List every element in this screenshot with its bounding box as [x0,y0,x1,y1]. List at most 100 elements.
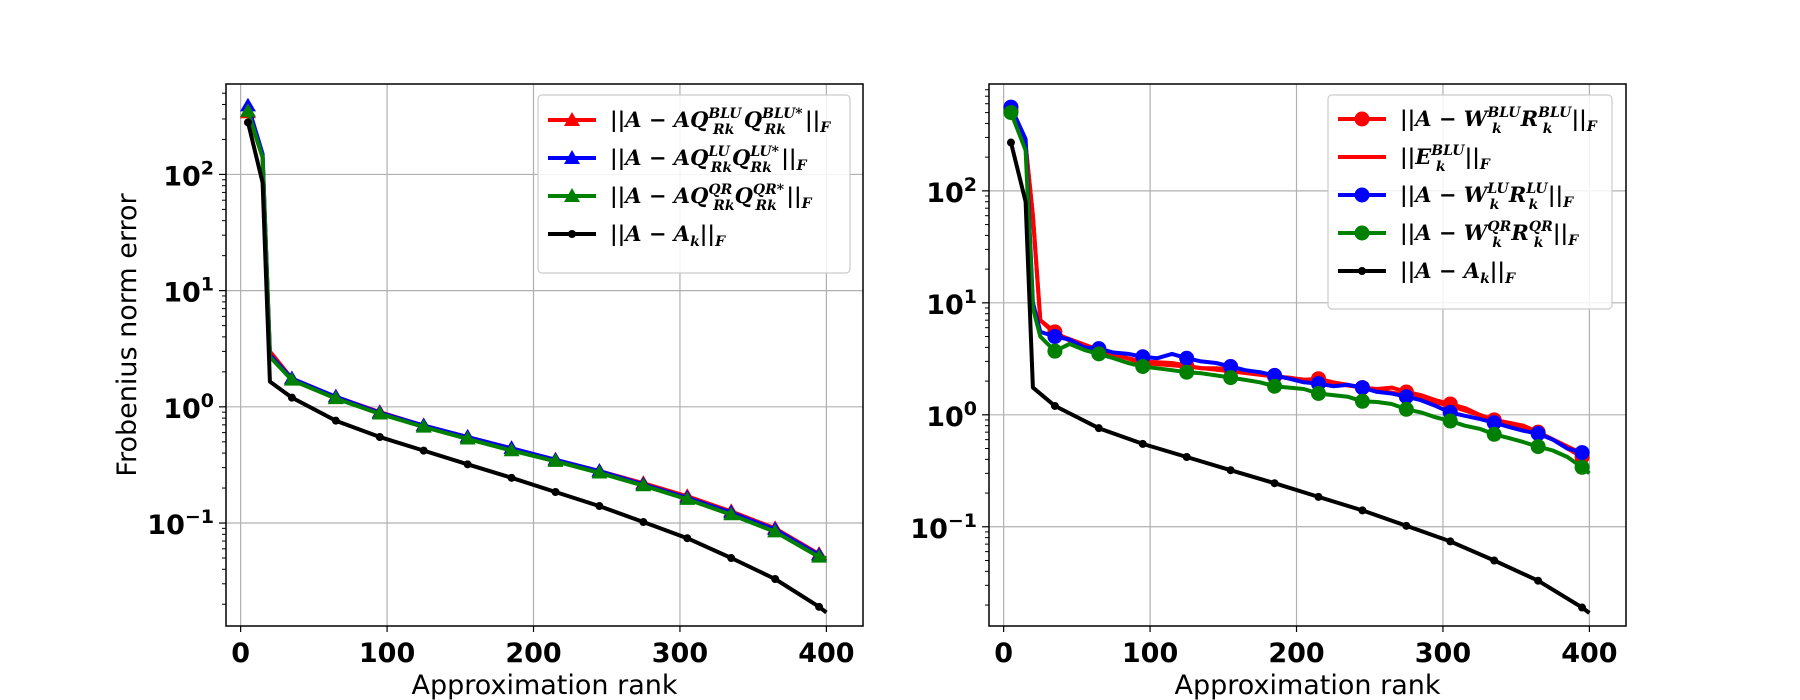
data-point [327,390,344,405]
data-point [1179,350,1195,366]
data-point [1182,452,1191,461]
y-tick-label: 100 [163,390,214,425]
legend-marker [564,150,580,164]
legend: ||A − AQBLU Rk QBLU* Rk ||F ||A − AQLU RkQLU* R… [537,94,851,274]
legend-item: ||A − AQQR RkQQR* Rk ||F [548,182,813,214]
x-tick-label: 400 [1561,638,1617,669]
legend-label: ||A − AQLU RkQLU* Rk ||F [610,144,808,176]
data-point [1135,359,1151,375]
data-point [503,442,520,457]
x-tick-label: 300 [652,638,708,669]
data-point [1354,380,1370,396]
data-point [1530,439,1546,455]
data-point [419,446,428,455]
data-point [459,430,476,445]
y-tick-label: 100 [926,398,977,433]
data-point [1442,413,1458,429]
data-point [331,416,340,425]
x-tick-label: 200 [1268,638,1324,669]
data-point [1578,603,1587,612]
legend-label: ||EBLU k ||F [1400,143,1491,175]
data-point [1402,521,1411,530]
data-point [1446,537,1455,546]
legend-item: ||A − Ak||F [548,221,726,250]
data-point [1310,385,1326,401]
legend-item: ||A − AQLU RkQLU* Rk ||F [548,144,808,176]
data-point [591,464,608,479]
legend-item: ||A − Ak||F [1338,258,1516,287]
data-point [1358,506,1367,515]
data-point [507,473,516,482]
data-point [1091,346,1107,362]
data-point [1270,479,1279,488]
chart-panel-2: 0 100 200 300 400 102 101 100 10−1 Approximation … [910,83,1627,700]
data-point [1094,424,1103,433]
legend-item: ||A − AQBLU Rk QBLU* Rk ||F [548,106,831,138]
y-tick-label: 102 [926,174,977,209]
x-tick-label: 400 [798,638,854,669]
y-axis-label: Frobenius norm error [112,192,143,476]
x-tick-label: 100 [359,638,415,669]
x-axis-label: Approximation rank [1175,670,1441,700]
y-tick-label: 101 [926,286,977,321]
legend-label: ||A − AQBLU Rk QBLU* Rk ||F [610,106,831,138]
data-point [547,453,564,467]
data-point [1398,389,1414,405]
data-point [1354,393,1370,409]
data-point [727,554,736,563]
data-point [639,518,648,527]
data-point [371,405,388,420]
data-point [1490,556,1499,565]
data-point [239,103,256,117]
plot-frame [225,83,864,627]
data-point [1047,343,1063,359]
data-point [1003,105,1019,121]
data-point [1534,576,1543,585]
legend-item: ||A − WBLU k RBLU k ||F [1338,105,1598,137]
legend-label: ||A − WBLU k RBLU k ||F [1400,105,1598,137]
legend: ||A − WBLU k RBLU k ||F ||EBLU k ||F ||A − WLU k R… [1327,94,1613,310]
data-point [1138,439,1147,448]
x-tick-label: 200 [505,638,561,669]
legend-marker [564,112,580,126]
data-point [463,460,472,469]
data-point [1574,445,1590,461]
data-point [1223,370,1239,386]
y-tick-label: 10−1 [910,510,977,545]
data-point [1267,367,1283,383]
series-group [1003,99,1591,615]
legend-item: ||EBLU k ||F [1338,143,1491,175]
data-point [415,419,432,433]
legend-marker [568,230,576,238]
data-point [243,118,252,127]
chart-panel-1: 0 100 200 300 400 102 101 100 10−1 Approximation … [112,83,864,700]
data-point [767,523,784,538]
legend-label: ||A − WQR k RQR k ||F [1400,219,1579,251]
data-point [1179,364,1195,380]
y-tick-label: 102 [163,157,214,192]
data-point [1267,378,1283,394]
data-point [1050,401,1059,410]
data-point [287,393,296,402]
x-tick-label: 0 [994,638,1013,669]
y-tick-label: 10−1 [147,506,214,541]
data-point [1006,138,1015,147]
data-point [375,433,384,442]
data-point [811,549,828,563]
data-point [815,602,824,611]
legend-box [537,94,851,274]
data-point [679,491,696,505]
data-point [1398,401,1414,417]
legend-marker [1354,187,1370,203]
data-point [723,506,740,521]
data-point [551,487,560,496]
data-point [1486,415,1502,431]
x-tick-label: 300 [1415,638,1471,669]
x-tick-label: 0 [231,638,250,669]
legend-marker [1354,111,1370,127]
legend-label: ||A − Ak||F [1400,258,1516,287]
data-point [683,534,692,543]
legend-item: ||A − WQR k RQR k ||F [1338,219,1579,251]
legend-marker [1358,267,1366,275]
